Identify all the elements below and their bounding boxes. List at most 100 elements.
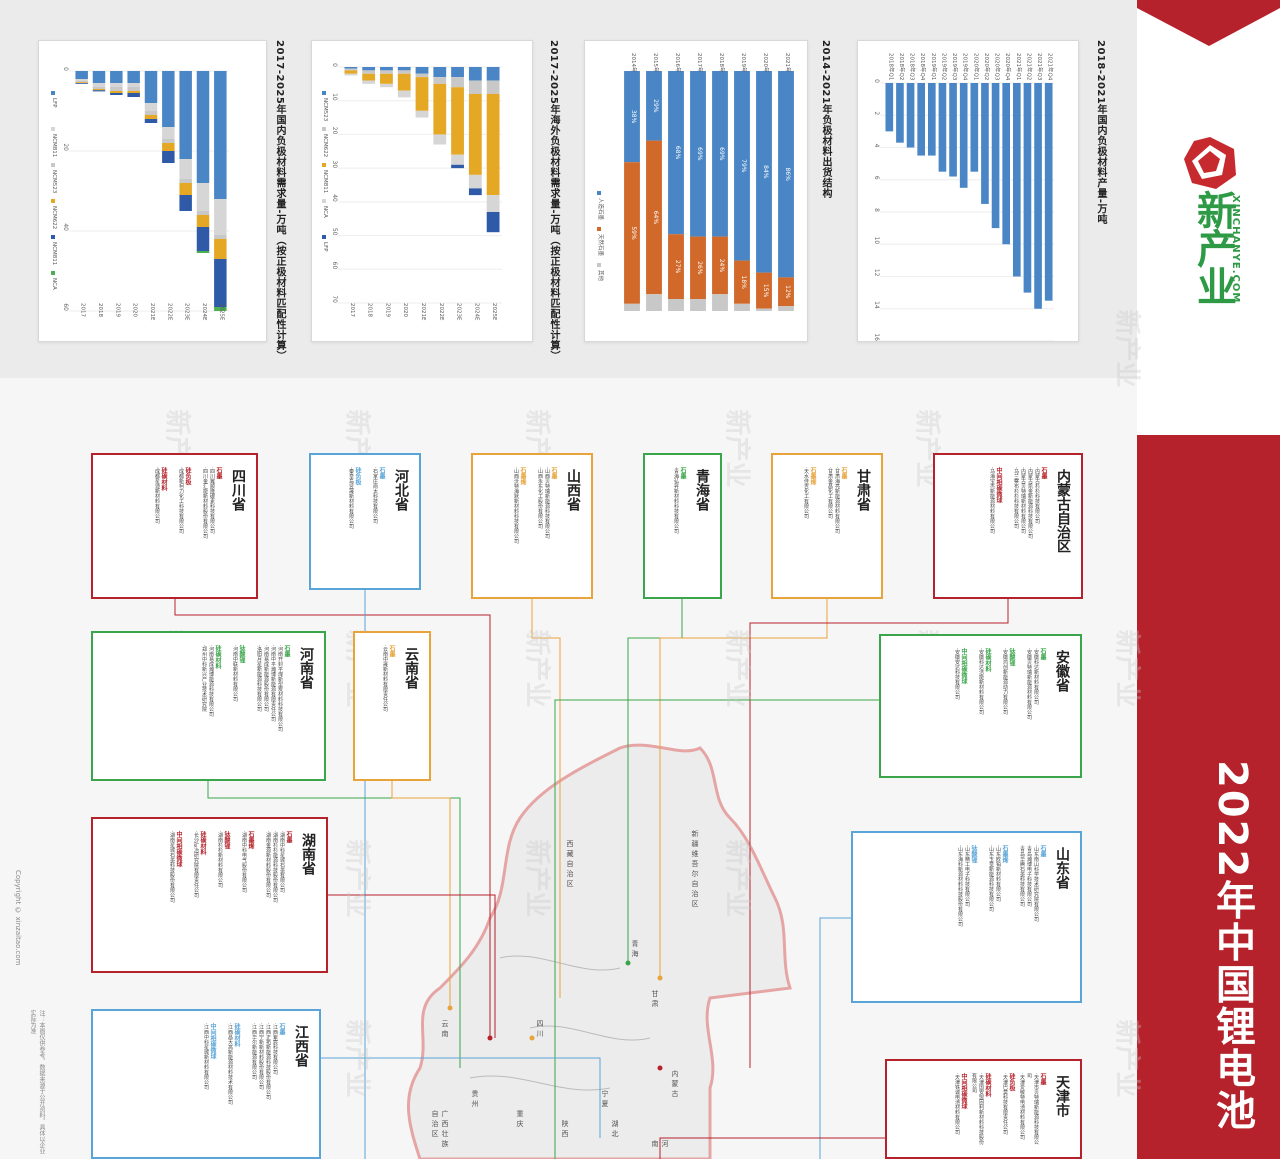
bar-segment [179, 179, 192, 183]
supplier-name: ·河南中平瀚博新能源有限责任公司 [270, 645, 276, 722]
data-label: 64% [652, 211, 659, 225]
top-chevron [1137, 0, 1280, 46]
supplier-column: 石墨 ·安徽科达新材料有限公司 ·安徽贝特瑞新能源材料有限公司 [1025, 648, 1046, 720]
supplier-column: 石墨 ·内蒙古杉杉科技有限公司 ·内蒙古凯金新能源科技有限公司 ·内蒙古贝特瑞新材料有… [1012, 467, 1047, 539]
bar-segment [712, 71, 728, 237]
province-name: 河北省 [393, 469, 409, 511]
supplier-column: 石墨 ·四川翼顺隆碳素科技有限公司 ·四川金汇能新材料股份有限公司 [201, 467, 222, 539]
bar-segment [162, 143, 175, 151]
band-chevron [1137, 435, 1280, 480]
legend-label: NCM811 [51, 242, 57, 265]
bar-segment [92, 83, 106, 87]
category-label: 2021年Q1 [1015, 53, 1023, 80]
map-region-label: 宁夏 [601, 1090, 609, 1110]
bar-segment [127, 71, 140, 83]
domestic-demand-chart: 0 20 40 60 2017 2018 2019 2020 2021E 2022E 2023E 20… [38, 40, 267, 342]
supplier-column: 石墨 ·山西贝特瑞新能源科技有限公司 ·山西永东化工股份有限公司 [536, 467, 557, 539]
category-label: 2019年Q4 [962, 53, 970, 81]
supplier-column: 硅负极 ·成都新柯力化工科技有限公司 [177, 467, 191, 534]
supplier-name: ·河南中联新材料有限公司 [232, 645, 238, 702]
category-label: 2019 [384, 303, 390, 317]
connector-line [321, 1057, 601, 1138]
footnote: 注：本图仅供参考，数据来源于公开资料，具体以企业实际为准 [29, 1010, 45, 1154]
supplier-name: ·山东南山科学技术研究院有限公司 [1033, 845, 1039, 922]
supplier-name: ·山西沃特海默新材料科技有限公司 [513, 467, 519, 544]
bar-segment [415, 77, 429, 111]
category-label: 2020年Q3 [994, 53, 1002, 81]
material-category: 石墨烯 [809, 467, 816, 485]
category-label: 2017 [349, 303, 355, 317]
bar-segment [433, 67, 447, 78]
bar-segment [734, 303, 750, 311]
supplier-column: 硅碳材料 ·安徽科达洁能新材料有限公司 [977, 648, 991, 715]
material-category: 石墨 [1039, 845, 1046, 857]
map-region-label: 新疆维吾尔自治区 [691, 830, 699, 910]
category-label: 2025E [491, 303, 497, 321]
supplier-column: 硅碳材料 ·成都星迪新材料有限公司 [153, 467, 167, 524]
supplier-name: ·湖南杉杉能源科技股份有限公司 [272, 831, 278, 903]
bar-segment [214, 71, 227, 199]
bar-segment [214, 235, 227, 239]
bar-segment [646, 140, 662, 295]
supplier-name: ·天水佳吉化工有限公司 [803, 467, 809, 519]
supplier-name: ·山东玉皇新能源科技有限公司 [988, 845, 994, 912]
supplier-name: ·山西贝特瑞新能源科技有限公司 [544, 467, 550, 539]
map-region-label: 西藏自治区 [566, 840, 574, 890]
material-category: 石墨烯 [519, 467, 526, 485]
supplier-column: 中间相碳微球 ·湖南星城石墨科技股份有限公司 [168, 831, 182, 903]
domestic-output-svg: 0 2 4 6 8 10 12 14 16 2018年Q1 2018年Q2 2018年Q3 2018年Q… [873, 53, 1055, 341]
bar-segment [756, 71, 772, 273]
location-dot [657, 1065, 663, 1071]
supplier-column: 钛酸锂 ·安徽鸿创新能源动力有限公司 [1001, 648, 1015, 715]
legend-label: 其他 [597, 270, 605, 282]
supplier-name: ·长沙矿冶研究院有限责任公司 [193, 831, 199, 898]
bar-segment [196, 211, 210, 215]
map-region-label: 甘肃 [651, 990, 659, 1010]
bar-segment [646, 294, 662, 311]
bar-segment [344, 68, 358, 71]
bar-segment [344, 67, 358, 69]
supplier-name: ·江西正拓新能源科技股份有限公司 [265, 1023, 271, 1100]
supplier-name: ·秦皇岛昱晟新材料有限公司 [348, 467, 354, 529]
province-name: 内蒙古自治区 [1055, 469, 1071, 553]
supplier-column: 中间相碳微球 ·乌海宝杰新能源材料有限公司 [988, 467, 1002, 534]
bar-segment [344, 73, 358, 76]
supplier-name: ·河南开封平煤新型炭材料科技有限公司 [277, 645, 283, 732]
material-category: 石墨 [679, 467, 686, 479]
tick-label: 70 [331, 295, 338, 303]
connector-line [531, 599, 561, 998]
bar-segment [1023, 83, 1032, 293]
map-region-label: 青海 [631, 940, 639, 960]
supplier-column: 钛酸锂 ·湖南杉杉新材料有限公司 [216, 831, 230, 888]
supplier-name: ·安徽安达科技有限公司 [954, 648, 960, 700]
bar-segment [486, 80, 500, 94]
category-label: 2020年Q4 [1004, 53, 1012, 81]
supplier-name: ·内蒙古杉杉科技有限公司 [1034, 467, 1040, 524]
province-box: 四川省 石墨 ·四川翼顺隆碳素科技有限公司 ·四川金汇能新材料股份有限公司 硅负极 ·成都… [91, 453, 258, 599]
province-box: 青海省 石墨 ·青海弘昇新材料科技有限公司 [643, 453, 722, 599]
location-dot [447, 1005, 453, 1011]
legend-swatch [51, 235, 55, 239]
legend-swatch [597, 263, 601, 267]
province-box: 河北省 石墨 ·石家庄尚太科技有限公司 硅负极 ·秦皇岛昱晟新材料有限公司 [309, 453, 421, 590]
category-label: 2021年Q3 [1036, 53, 1044, 81]
bar-segment [179, 195, 192, 211]
domestic-output-chart: 0 2 4 6 8 10 12 14 16 2018年Q1 2018年Q2 2018年Q3 2018年Q… [857, 40, 1079, 342]
watermark: 新产业 [721, 409, 752, 488]
map-region-label: 重庆 [516, 1110, 524, 1130]
supplier-column: 硅负极 ·秦皇岛昱晟新材料有限公司 [347, 467, 361, 529]
data-label: 38% [630, 110, 637, 124]
connector-line [174, 599, 491, 1038]
category-label: 2018 [367, 303, 373, 317]
legend-label: 天然石墨 [597, 234, 605, 257]
legend-swatch [322, 91, 326, 95]
bar-segment [917, 83, 926, 156]
province-box: 山东省 石墨 ·山东南山科学技术研究院有限公司 ·青岛瀚博电子科技有限公司 ·青岛华腾石… [851, 831, 1082, 1003]
category-label: 2018 [97, 303, 103, 317]
supplier-name: ·内蒙古贝特瑞新材料有限公司 [1020, 467, 1026, 534]
data-label: 59% [630, 226, 637, 240]
supplier-column: 石墨烯 ·山东欧铂新材料有限公司 ·山东玉皇新能源科技有限公司 [987, 845, 1008, 912]
supplier-name: ·天津铁诚电池材料有限公司 [954, 1073, 960, 1135]
supplier-name: ·山东欧铂新材料有限公司 [995, 845, 1001, 902]
province-box: 天津市 石墨 ·天津市贝特瑞新能源科技有限公司 ·天津爱敏特电池材料有限公司 硅负极 ·天… [885, 1059, 1082, 1159]
